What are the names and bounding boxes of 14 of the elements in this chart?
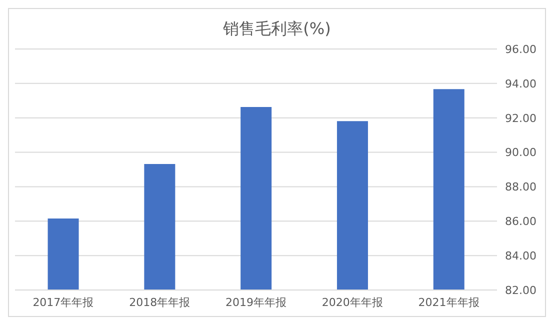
y-tick-label: 86.00 — [505, 215, 536, 228]
y-tick-label: 90.00 — [505, 146, 536, 160]
x-tick-label: 2021年年报 — [418, 296, 480, 309]
chart-title: 销售毛利率(%) — [222, 19, 332, 40]
x-tick-label: 2017年年报 — [32, 296, 94, 309]
y-tick-label: 82.00 — [505, 284, 536, 297]
y-tick-label: 96.00 — [505, 42, 536, 56]
y-tick-label: 92.00 — [505, 112, 536, 125]
y-tick-label: 84.00 — [505, 249, 536, 262]
y-tick-label: 94.00 — [505, 77, 536, 90]
x-tick-label: 2018年年报 — [129, 296, 190, 309]
x-tick-label: 2019年年报 — [226, 296, 286, 309]
x-tick-label: 2020年年报 — [322, 296, 383, 309]
y-tick-label: 88.00 — [505, 180, 536, 194]
